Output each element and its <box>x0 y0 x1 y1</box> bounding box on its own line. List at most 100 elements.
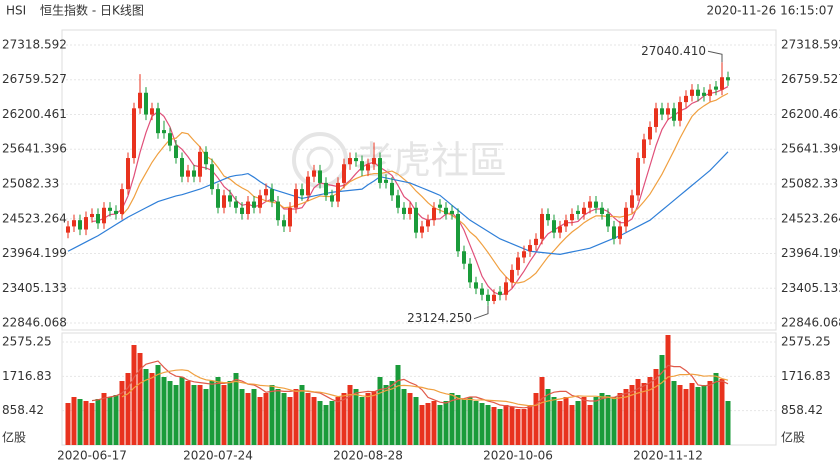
y-tick-label-left: 26200.461 <box>2 107 67 121</box>
candle-body <box>402 207 406 214</box>
candle-body <box>576 210 580 214</box>
volume-bar <box>491 407 497 445</box>
candle-body <box>594 201 598 208</box>
candle-body <box>300 189 304 196</box>
y-tick-label-right: 858.42 <box>781 403 823 417</box>
volume-bar <box>269 385 275 445</box>
candle-body <box>708 89 712 96</box>
x-tick-label: 2020-11-12 <box>633 449 703 463</box>
candle-body <box>672 108 676 121</box>
candle-body <box>150 108 154 115</box>
candle-body <box>618 226 622 239</box>
volume-bar <box>689 383 695 445</box>
candle-body <box>666 108 670 115</box>
candle-body <box>516 257 520 270</box>
candle-body <box>630 195 634 208</box>
volume-bar <box>161 377 167 445</box>
pane-border <box>61 29 777 331</box>
volume-bar <box>107 397 113 445</box>
volume-bar <box>593 397 599 445</box>
volume-bar <box>485 405 491 445</box>
volume-average <box>91 360 729 409</box>
volume-bar <box>719 379 725 445</box>
volume-bar <box>443 401 449 445</box>
y-tick-label-right: 26759.527 <box>781 72 840 86</box>
y-tick-label-left: 25641.396 <box>2 142 67 156</box>
volume-bar <box>425 403 431 445</box>
candle-body <box>444 207 448 214</box>
candle-body <box>456 213 460 252</box>
volume-bar <box>605 395 611 445</box>
candle-body <box>726 77 730 81</box>
candle-body <box>552 220 556 233</box>
candle-body <box>210 164 214 190</box>
candle-body <box>498 291 502 295</box>
volume-bar <box>467 397 473 445</box>
candle-body <box>198 151 202 177</box>
candle-body <box>486 294 490 302</box>
candle-body <box>354 158 358 162</box>
volume-bar <box>143 369 149 445</box>
volume-bar <box>683 389 689 445</box>
candle-body <box>240 207 244 214</box>
candle-body <box>546 213 550 221</box>
volume-bar <box>65 403 71 445</box>
volume-bar <box>455 395 461 445</box>
candle-body <box>348 158 352 165</box>
candle-body <box>450 210 454 214</box>
candle-body <box>390 182 394 196</box>
volume-bar <box>641 383 647 445</box>
volume-bar <box>179 377 185 445</box>
volume-bar <box>359 397 365 445</box>
volume-bar <box>503 405 509 445</box>
volume-bar <box>389 381 395 445</box>
candle-body <box>384 179 388 183</box>
y-tick-label-left: 22846.068 <box>2 316 67 330</box>
volume-bar <box>131 345 137 445</box>
candle-body <box>78 220 82 230</box>
candle-body <box>186 170 190 177</box>
y-tick-label-right: 25082.33 <box>781 177 838 191</box>
candle-body <box>66 226 70 233</box>
volume-bar <box>227 381 233 445</box>
unit-label-right: 亿股 <box>781 430 805 445</box>
x-tick-label: 2020-08-28 <box>333 449 403 463</box>
volume-bar <box>89 403 95 445</box>
candle-body <box>564 220 568 227</box>
candle-body <box>306 176 310 196</box>
volume-bar <box>581 397 587 445</box>
candle-body <box>600 207 604 214</box>
volume-bar <box>413 397 419 445</box>
volume-bar <box>527 405 533 445</box>
candle-body <box>228 195 232 202</box>
volume-bar <box>599 393 605 445</box>
candle-body <box>624 207 628 227</box>
volume-bar <box>329 401 335 445</box>
pane-border <box>61 332 777 446</box>
candle-body <box>654 108 658 127</box>
candle-body <box>588 201 592 208</box>
max-label: 27040.410 <box>641 44 706 58</box>
candle-body <box>540 213 544 239</box>
candle-body <box>246 201 250 214</box>
candle-body <box>162 130 166 134</box>
candle-body <box>438 204 442 208</box>
volume-bar <box>299 385 305 445</box>
volume-bar <box>305 393 311 445</box>
candle-body <box>132 108 136 159</box>
volume-bar <box>191 385 197 445</box>
volume-bar <box>101 393 107 445</box>
candle-body <box>144 92 148 115</box>
volume-bar <box>725 401 731 445</box>
volume-bar <box>539 377 545 445</box>
volume-bar <box>623 389 629 445</box>
candle-body <box>558 226 562 233</box>
volume-bar <box>473 401 479 445</box>
candle-body <box>234 201 238 208</box>
candle-body <box>720 77 724 90</box>
volume-bar <box>341 393 347 445</box>
volume-bar <box>125 373 131 445</box>
volume-bar <box>221 385 227 445</box>
candle-body <box>336 182 340 202</box>
volume-bar <box>383 385 389 445</box>
